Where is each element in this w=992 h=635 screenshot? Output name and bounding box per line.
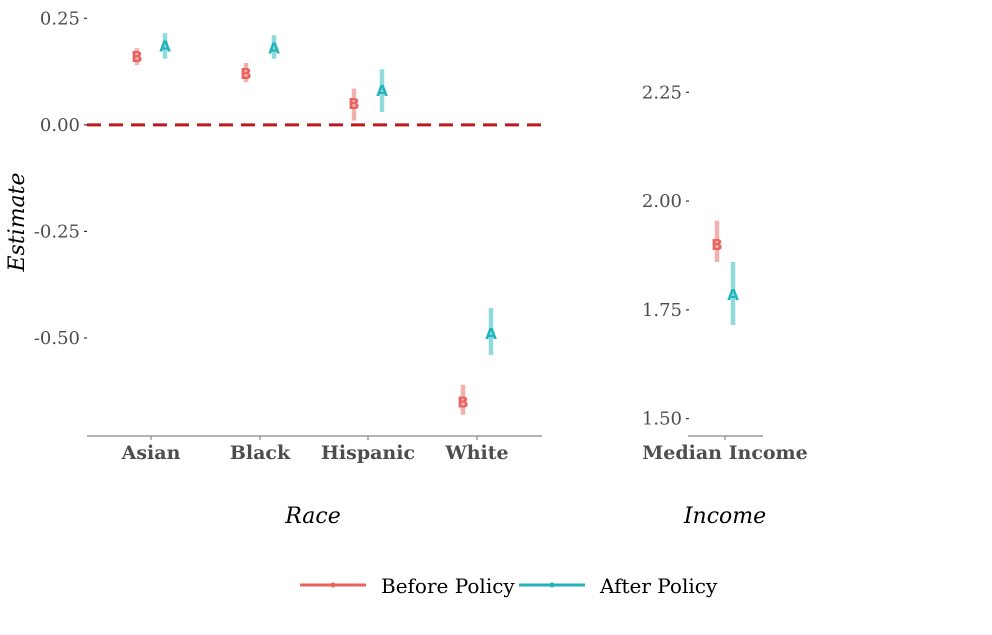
race-before-point: B [348, 95, 359, 113]
income-y-tick-label: 2.00 [642, 191, 682, 212]
race-before-point: B [131, 48, 142, 66]
legend: Before Policy After Policy [300, 574, 718, 598]
race-category-label: White [444, 442, 508, 464]
legend-after-dot [549, 582, 555, 588]
income-y-tick-label: 2.25 [642, 82, 682, 103]
race-after-point: A [485, 325, 497, 343]
legend-before-dot [330, 582, 336, 588]
race-after-point: A [268, 40, 280, 58]
race-y-tick-label: -0.50 [34, 328, 80, 349]
income-y-tick-label: 1.75 [642, 300, 682, 321]
race-y-tick-label: -0.25 [34, 221, 80, 242]
income-before-point: B [711, 236, 722, 254]
race-category-label: Hispanic [321, 442, 415, 464]
race-y-tick-label: 0.00 [40, 115, 80, 136]
race-after-point: A [376, 82, 388, 100]
y-axis-title: Estimate [5, 172, 30, 272]
legend-after-label: After Policy [599, 574, 718, 598]
legend-before-label: Before Policy [381, 574, 515, 598]
income-y-tick-label: 1.50 [642, 409, 682, 430]
race-axis-title: Race [284, 504, 341, 529]
income-after-point: A [727, 286, 739, 304]
race-y-tick-label: 0.25 [40, 8, 80, 29]
race-before-point: B [240, 65, 251, 83]
race-after-point: A [159, 37, 171, 55]
race-panel: 0.25 0.00 -0.25 -0.50 Asian Black Hispanic Whit… [34, 8, 542, 464]
race-category-label: Black [230, 442, 291, 464]
income-panel: 2.25 2.00 1.75 1.50 Median Income B A [642, 82, 808, 464]
income-category-label: Median Income [642, 442, 808, 464]
race-category-label: Asian [121, 442, 181, 464]
income-axis-title: Income [683, 504, 766, 529]
race-before-point: B [457, 393, 468, 411]
